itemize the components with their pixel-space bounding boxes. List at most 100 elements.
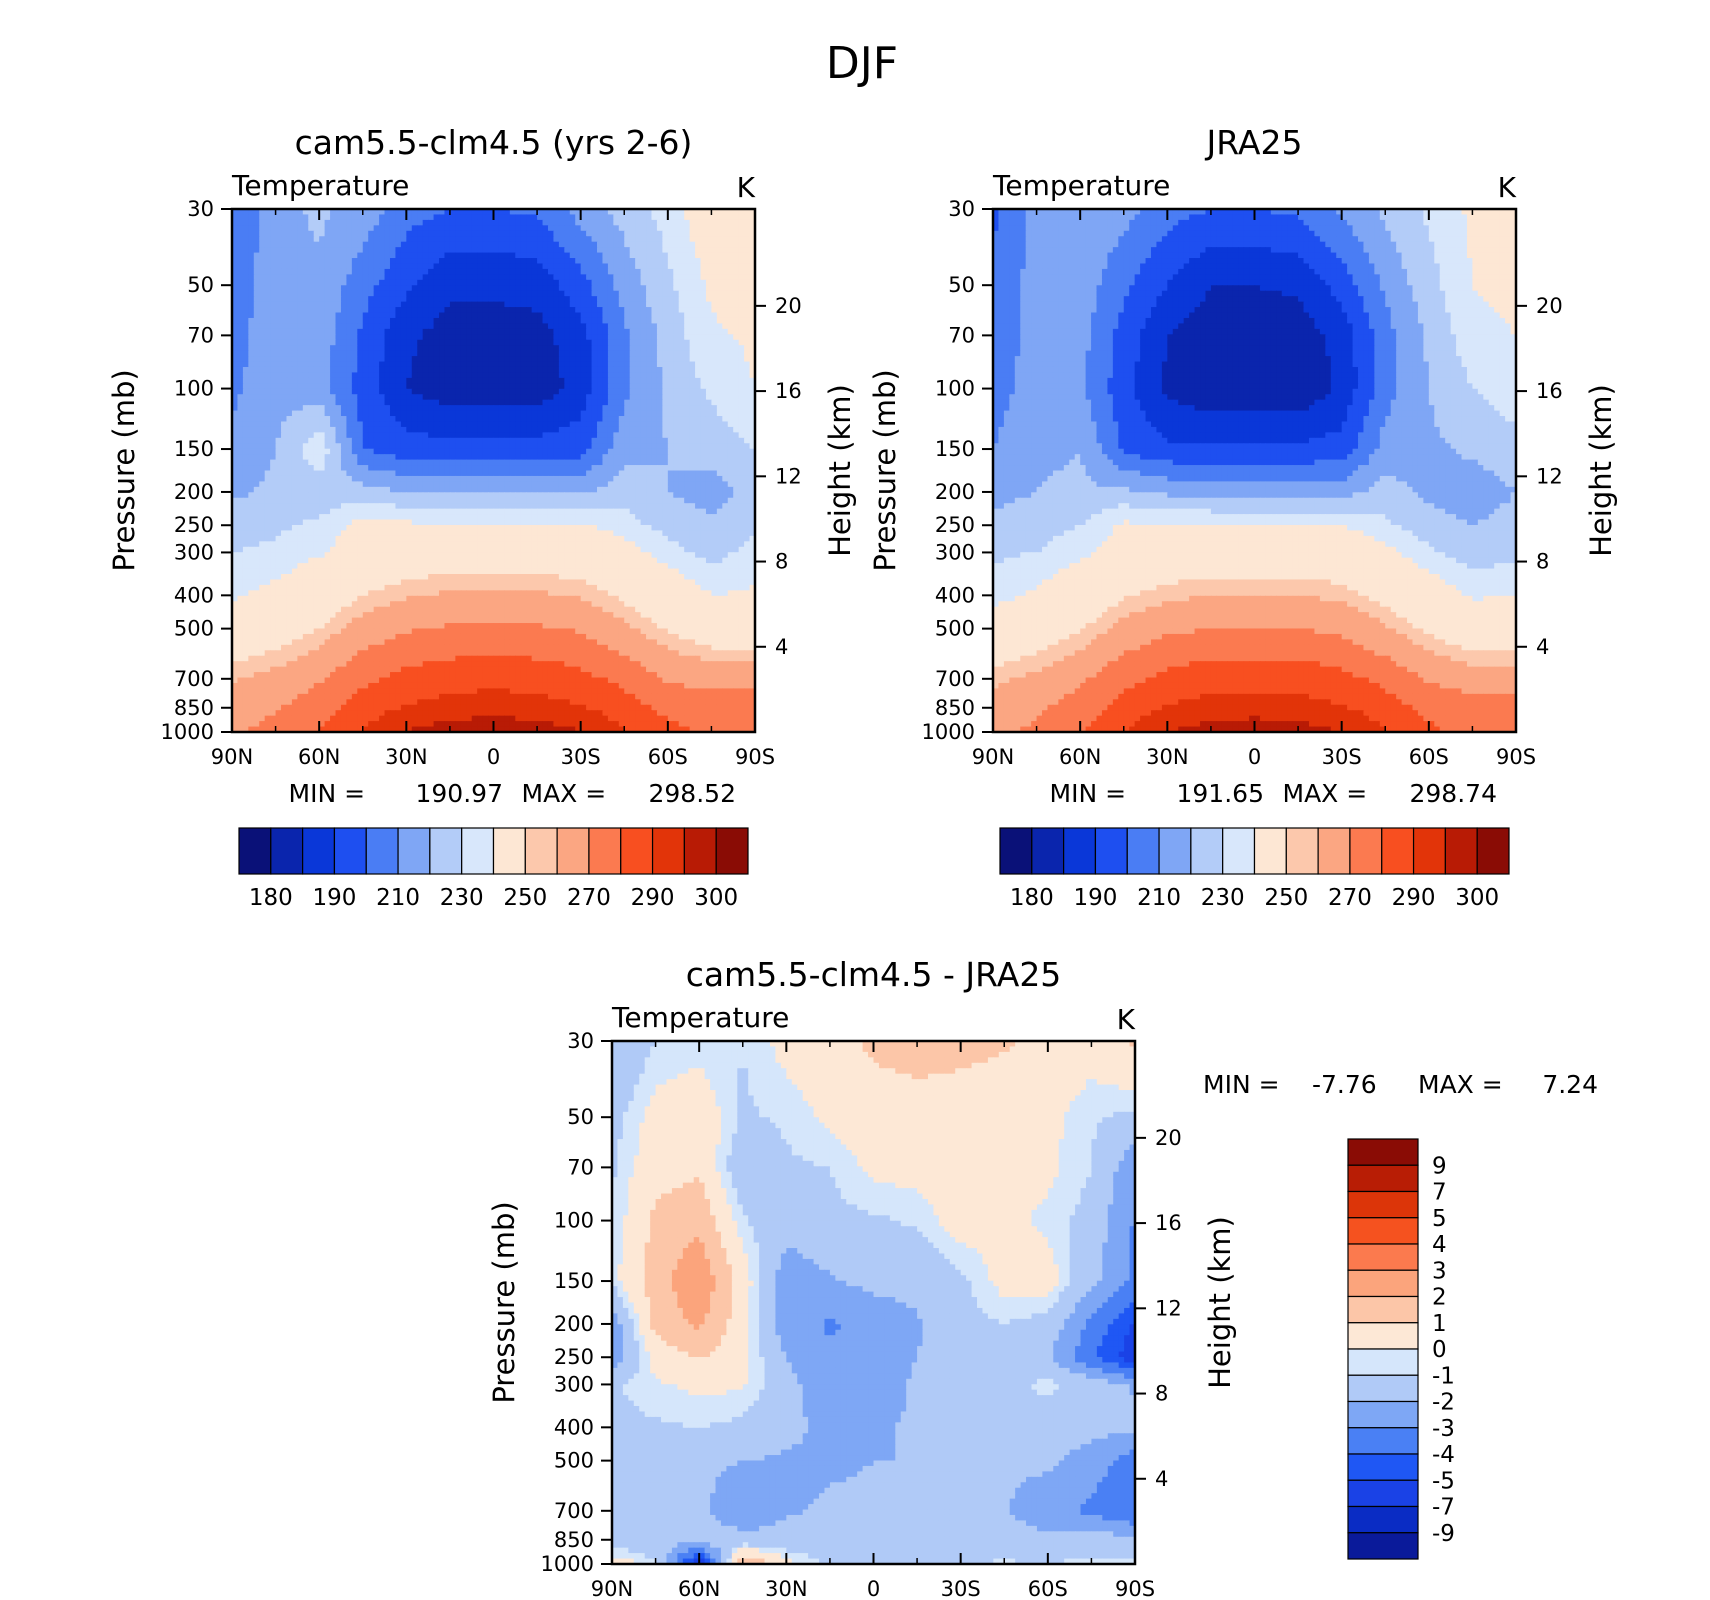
field-cell bbox=[286, 296, 293, 303]
field-cell bbox=[302, 350, 309, 357]
field-cell bbox=[302, 388, 309, 395]
field-cell bbox=[607, 230, 614, 237]
field-cell bbox=[509, 279, 516, 286]
field-cell bbox=[509, 405, 516, 412]
field-cell bbox=[330, 350, 337, 357]
field-cell bbox=[515, 252, 522, 259]
field-cell bbox=[722, 405, 729, 412]
field-cell bbox=[537, 219, 544, 226]
field-cell bbox=[291, 399, 298, 406]
field-cell bbox=[297, 475, 304, 482]
field-cell bbox=[373, 366, 380, 374]
field-cell bbox=[351, 209, 358, 216]
field-cell bbox=[531, 405, 538, 412]
field-cell bbox=[569, 366, 576, 374]
field-cell bbox=[558, 432, 565, 439]
field-cell bbox=[624, 241, 631, 248]
field-cell bbox=[308, 230, 315, 237]
field-cell bbox=[351, 274, 358, 281]
field-cell bbox=[553, 437, 560, 444]
field-cell bbox=[389, 475, 397, 482]
field-cell bbox=[526, 383, 533, 390]
field-cell bbox=[340, 296, 348, 303]
field-cell bbox=[711, 252, 718, 259]
field-cell bbox=[308, 465, 315, 472]
field-cell bbox=[477, 290, 484, 297]
field-cell bbox=[526, 410, 533, 417]
field-cell bbox=[411, 241, 418, 248]
field-cell bbox=[248, 290, 255, 297]
field-cell bbox=[493, 247, 500, 254]
field-cell bbox=[705, 421, 713, 428]
field-cell bbox=[678, 470, 685, 477]
field-cell bbox=[259, 209, 266, 216]
field-cell bbox=[395, 405, 402, 412]
field-cell bbox=[444, 296, 451, 303]
field-cell bbox=[733, 383, 740, 390]
field-cell bbox=[477, 405, 484, 412]
field-cell bbox=[700, 416, 707, 423]
field-cell bbox=[411, 258, 418, 265]
field-cell bbox=[531, 241, 538, 248]
field-cell bbox=[602, 405, 609, 412]
field-cell bbox=[362, 475, 369, 482]
field-cell bbox=[346, 388, 353, 395]
field-cell bbox=[586, 339, 593, 346]
field-cell bbox=[373, 432, 380, 439]
field-cell bbox=[259, 361, 266, 368]
field-cell bbox=[384, 214, 391, 221]
field-cell bbox=[673, 377, 680, 384]
field-cell bbox=[302, 301, 309, 308]
field-cell bbox=[264, 268, 271, 275]
field-cell bbox=[689, 334, 696, 341]
field-cell bbox=[700, 345, 707, 352]
field-cell bbox=[449, 459, 456, 466]
field-cell bbox=[340, 475, 348, 482]
field-cell bbox=[651, 258, 658, 265]
field-cell bbox=[635, 279, 642, 286]
field-cell bbox=[607, 372, 614, 379]
field-cell bbox=[351, 279, 358, 286]
field-cell bbox=[417, 268, 424, 275]
field-cell bbox=[689, 214, 696, 221]
field-cell bbox=[498, 312, 505, 319]
field-cell bbox=[705, 448, 713, 455]
field-cell bbox=[646, 307, 653, 314]
field-cell bbox=[482, 394, 489, 401]
field-cell bbox=[635, 372, 642, 379]
field-cell bbox=[646, 236, 653, 243]
field-cell bbox=[373, 481, 380, 488]
field-cell bbox=[695, 328, 702, 335]
field-cell bbox=[389, 405, 397, 412]
field-cell bbox=[428, 285, 435, 292]
field-cell bbox=[509, 470, 516, 477]
field-cell bbox=[553, 443, 560, 450]
field-cell bbox=[738, 296, 745, 303]
field-cell bbox=[379, 258, 386, 265]
field-cell bbox=[324, 399, 331, 406]
field-cell bbox=[400, 361, 407, 368]
field-cell bbox=[526, 274, 533, 281]
field-cell bbox=[504, 345, 511, 352]
field-cell bbox=[520, 366, 527, 374]
field-cell bbox=[417, 470, 424, 477]
field-cell bbox=[504, 252, 511, 259]
field-cell bbox=[384, 296, 391, 303]
field-cell bbox=[455, 377, 462, 384]
field-cell bbox=[384, 366, 391, 374]
field-cell bbox=[444, 312, 451, 319]
field-cell bbox=[275, 225, 282, 232]
field-cell bbox=[733, 405, 740, 412]
field-cell bbox=[400, 432, 407, 439]
field-cell bbox=[444, 432, 451, 439]
field-cell bbox=[281, 437, 288, 444]
field-cell bbox=[444, 274, 451, 281]
field-cell bbox=[313, 350, 320, 357]
field-cell bbox=[607, 366, 614, 374]
field-cell bbox=[270, 247, 277, 254]
field-cell bbox=[302, 465, 309, 472]
field-cell bbox=[297, 405, 304, 412]
field-cell bbox=[477, 230, 484, 237]
field-cell bbox=[297, 307, 304, 314]
